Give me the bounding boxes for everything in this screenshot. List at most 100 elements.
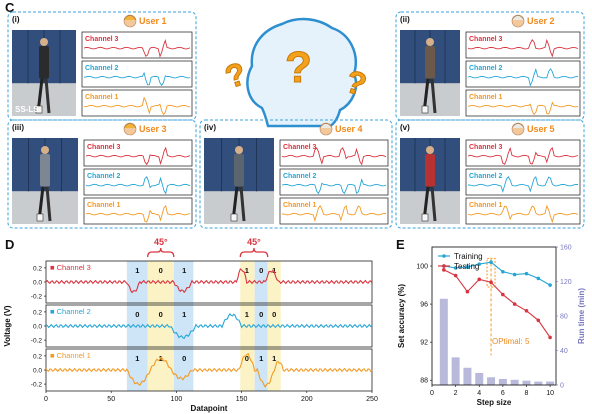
channel-signal-box: Channel 2 xyxy=(465,60,581,88)
walking-photo xyxy=(400,30,460,116)
signal-line xyxy=(45,312,373,339)
bit-band xyxy=(173,261,194,391)
channel-signal-box: Channel 3 xyxy=(465,31,581,59)
user-index-label: (ii) xyxy=(400,15,410,24)
channel-label: ■ Channel 3 xyxy=(50,263,91,272)
bit-label: 0 xyxy=(245,354,249,363)
runtime-bar xyxy=(439,298,448,385)
user-index-label: (v) xyxy=(400,123,410,132)
panel-c-graphic: ? ? ? xyxy=(220,17,371,128)
runtime-bar xyxy=(498,378,507,385)
bit-label: 1 xyxy=(245,266,249,275)
y-tick-label: 92 xyxy=(420,340,428,347)
panel-e-label: E xyxy=(396,237,405,252)
channel-label: Channel 3 xyxy=(85,36,119,43)
series-point xyxy=(465,265,470,269)
angle-label: 45° xyxy=(247,237,261,247)
user-name-label: User 5 xyxy=(527,124,555,134)
channel-label: Channel 1 xyxy=(283,202,317,209)
y-tick-label: 0.2 xyxy=(33,309,42,316)
runtime-bar xyxy=(522,380,531,385)
channel-label: Channel 2 xyxy=(469,173,503,180)
user-name-label: User 1 xyxy=(139,16,167,26)
y-tick-label: -0.2 xyxy=(31,382,43,389)
panel-e-chart: OPtimal: 5TrainingTesting889296100040801… xyxy=(397,245,586,408)
channel-label: Channel 1 xyxy=(469,202,503,209)
user-avatar-icon xyxy=(319,122,333,136)
walking-photo xyxy=(12,138,78,224)
signal-line xyxy=(45,352,373,388)
bit-label: 0 xyxy=(159,310,163,319)
user-panel: (iv) User 4 Channel 3 Channel 2 Channel 1 xyxy=(199,119,393,229)
channel-label: Channel 3 xyxy=(469,36,503,43)
channel-row: ■ Channel 10.20.0-0.21 1 0 0 1 1 xyxy=(31,348,373,392)
y-tick-label: 88 xyxy=(420,378,428,385)
bit-label: 1 xyxy=(259,354,263,363)
x-tick-label: 6 xyxy=(501,390,505,397)
series-point xyxy=(453,266,458,270)
series-point xyxy=(512,302,517,306)
y-axis-label: Set accuracy (%) xyxy=(397,284,406,348)
user-panel: (i) SS-LS User 1 Channel 3 Channel 2 Channel … xyxy=(7,11,197,121)
channel-label: Channel 1 xyxy=(87,202,121,209)
series-point xyxy=(501,292,505,297)
channel-signal-box: Channel 1 xyxy=(465,197,581,225)
series-point xyxy=(489,260,493,265)
series-point xyxy=(512,272,517,277)
series-point xyxy=(477,277,482,282)
channel-signal-box: Channel 2 xyxy=(279,168,389,196)
panel-d-chart: 45° 45°■ Channel 30.20.0-0.21 0 1 1 0 1■ Chann… xyxy=(3,237,378,413)
x-tick-label: 0 xyxy=(430,390,434,397)
angle-brace xyxy=(239,247,269,258)
user-name-label: User 3 xyxy=(139,124,167,134)
channel-label: Channel 3 xyxy=(283,144,317,151)
bit-label: 1 xyxy=(272,354,276,363)
channel-signal-box: Channel 3 xyxy=(465,139,581,167)
bit-label: 0 xyxy=(135,310,139,319)
user-avatar-icon xyxy=(123,14,137,28)
bit-label: 0 xyxy=(159,266,163,275)
plot-frame xyxy=(431,246,557,386)
series-line xyxy=(443,261,551,286)
channel-row: ■ Channel 30.20.0-0.21 0 1 1 0 1 xyxy=(31,260,373,304)
channel-signal-box: Channel 1 xyxy=(465,89,581,117)
channel-signal-box: Channel 2 xyxy=(81,60,193,88)
y2-tick-label: 80 xyxy=(560,314,568,321)
user-panel: (iii) User 3 Channel 3 Channel 2 Channel 1 xyxy=(7,119,197,229)
runtime-bar xyxy=(487,377,496,385)
user-panel: (ii) User 2 Channel 3 Channel 2 Channel 1 xyxy=(395,11,585,121)
series-point xyxy=(501,269,505,274)
legend-marker xyxy=(442,264,446,268)
x-tick-label: 10 xyxy=(546,390,554,397)
y2-tick-label: 120 xyxy=(560,279,572,286)
channel-signal-box: Channel 1 xyxy=(83,197,193,225)
user-index-label: (iv) xyxy=(204,123,216,132)
x-tick-label: 200 xyxy=(301,396,313,403)
y-tick-label: -0.2 xyxy=(31,294,43,301)
walking-photo xyxy=(204,138,274,224)
y2-tick-label: 0 xyxy=(560,383,564,390)
user-index-label: (i) xyxy=(12,15,20,24)
signal-line xyxy=(45,268,373,294)
x-tick-label: 100 xyxy=(171,396,183,403)
runtime-bar xyxy=(475,372,484,385)
angle-brace xyxy=(147,247,175,258)
bit-label: 1 xyxy=(182,310,186,319)
user-avatar-icon xyxy=(511,122,525,136)
panel-d-label: D xyxy=(5,237,15,252)
bit-band xyxy=(254,261,268,391)
x-tick-label: 2 xyxy=(454,390,458,397)
user-name-label: User 4 xyxy=(335,124,363,134)
channel-label: Channel 2 xyxy=(469,65,503,72)
user-panel: (v) User 5 Channel 3 Channel 2 Channel 1 xyxy=(395,119,585,229)
channel-label: Channel 2 xyxy=(87,173,121,180)
channel-label: ■ Channel 1 xyxy=(50,351,91,360)
user-avatar-icon xyxy=(123,122,137,136)
legend-label: Testing xyxy=(454,262,479,271)
x-tick-label: 0 xyxy=(44,396,48,403)
channel-label: Channel 3 xyxy=(87,144,121,151)
runtime-bar xyxy=(546,381,555,385)
svg-text:?: ? xyxy=(285,43,312,92)
bit-label: 0 xyxy=(259,310,263,319)
channel-label: Channel 3 xyxy=(469,144,503,151)
